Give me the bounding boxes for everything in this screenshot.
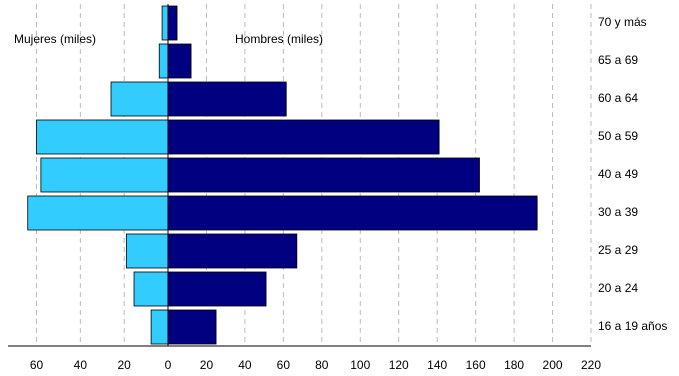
bar-women	[40, 157, 169, 193]
legend-men: Hombres (miles)	[235, 32, 323, 46]
bar-women	[110, 81, 169, 117]
bar-women	[161, 5, 169, 41]
category-label: 16 a 19 años	[598, 319, 667, 333]
bar-men	[167, 195, 538, 231]
bar-men	[167, 43, 192, 79]
x2-tick-label: 220	[581, 358, 601, 372]
category-label: 70 y más	[598, 15, 647, 29]
x2-tick-label: 20	[200, 358, 214, 372]
x2-tick-label: 40	[238, 358, 252, 372]
bar-men	[167, 271, 267, 307]
bar-women	[36, 119, 169, 155]
category-label: 20 a 24	[598, 281, 638, 295]
x2-tick-label: 80	[315, 358, 329, 372]
bar-men	[167, 119, 440, 155]
bar-women	[158, 43, 169, 79]
category-label: 60 a 64	[598, 91, 638, 105]
x2-tick-label: 160	[466, 358, 486, 372]
legend-women: Mujeres (miles)	[14, 32, 96, 46]
bar-men	[167, 157, 480, 193]
bar-women	[150, 309, 169, 345]
bar-men	[167, 233, 298, 269]
category-label: 65 a 69	[598, 53, 638, 67]
x2-tick-label: 200	[543, 358, 563, 372]
bar-women	[133, 271, 169, 307]
x2-tick-label: 60	[277, 358, 291, 372]
category-label: 50 a 59	[598, 129, 638, 143]
x2-tick-label: 120	[389, 358, 409, 372]
x2-tick-label: 140	[427, 358, 447, 372]
x-tick-label: 20	[117, 358, 131, 372]
bar-men	[167, 309, 217, 345]
x2-tick-label: 100	[350, 358, 370, 372]
bar-women	[27, 195, 169, 231]
x-tick-label: 40	[74, 358, 88, 372]
bar-men	[167, 5, 178, 41]
bar-men	[167, 81, 287, 117]
x-tick-label: 60	[30, 358, 44, 372]
x2-tick-label: 180	[504, 358, 524, 372]
category-label: 25 a 29	[598, 243, 638, 257]
bar-women	[125, 233, 169, 269]
x-tick-label: 0	[165, 358, 172, 372]
category-label: 40 a 49	[598, 167, 638, 181]
category-label: 30 a 39	[598, 205, 638, 219]
